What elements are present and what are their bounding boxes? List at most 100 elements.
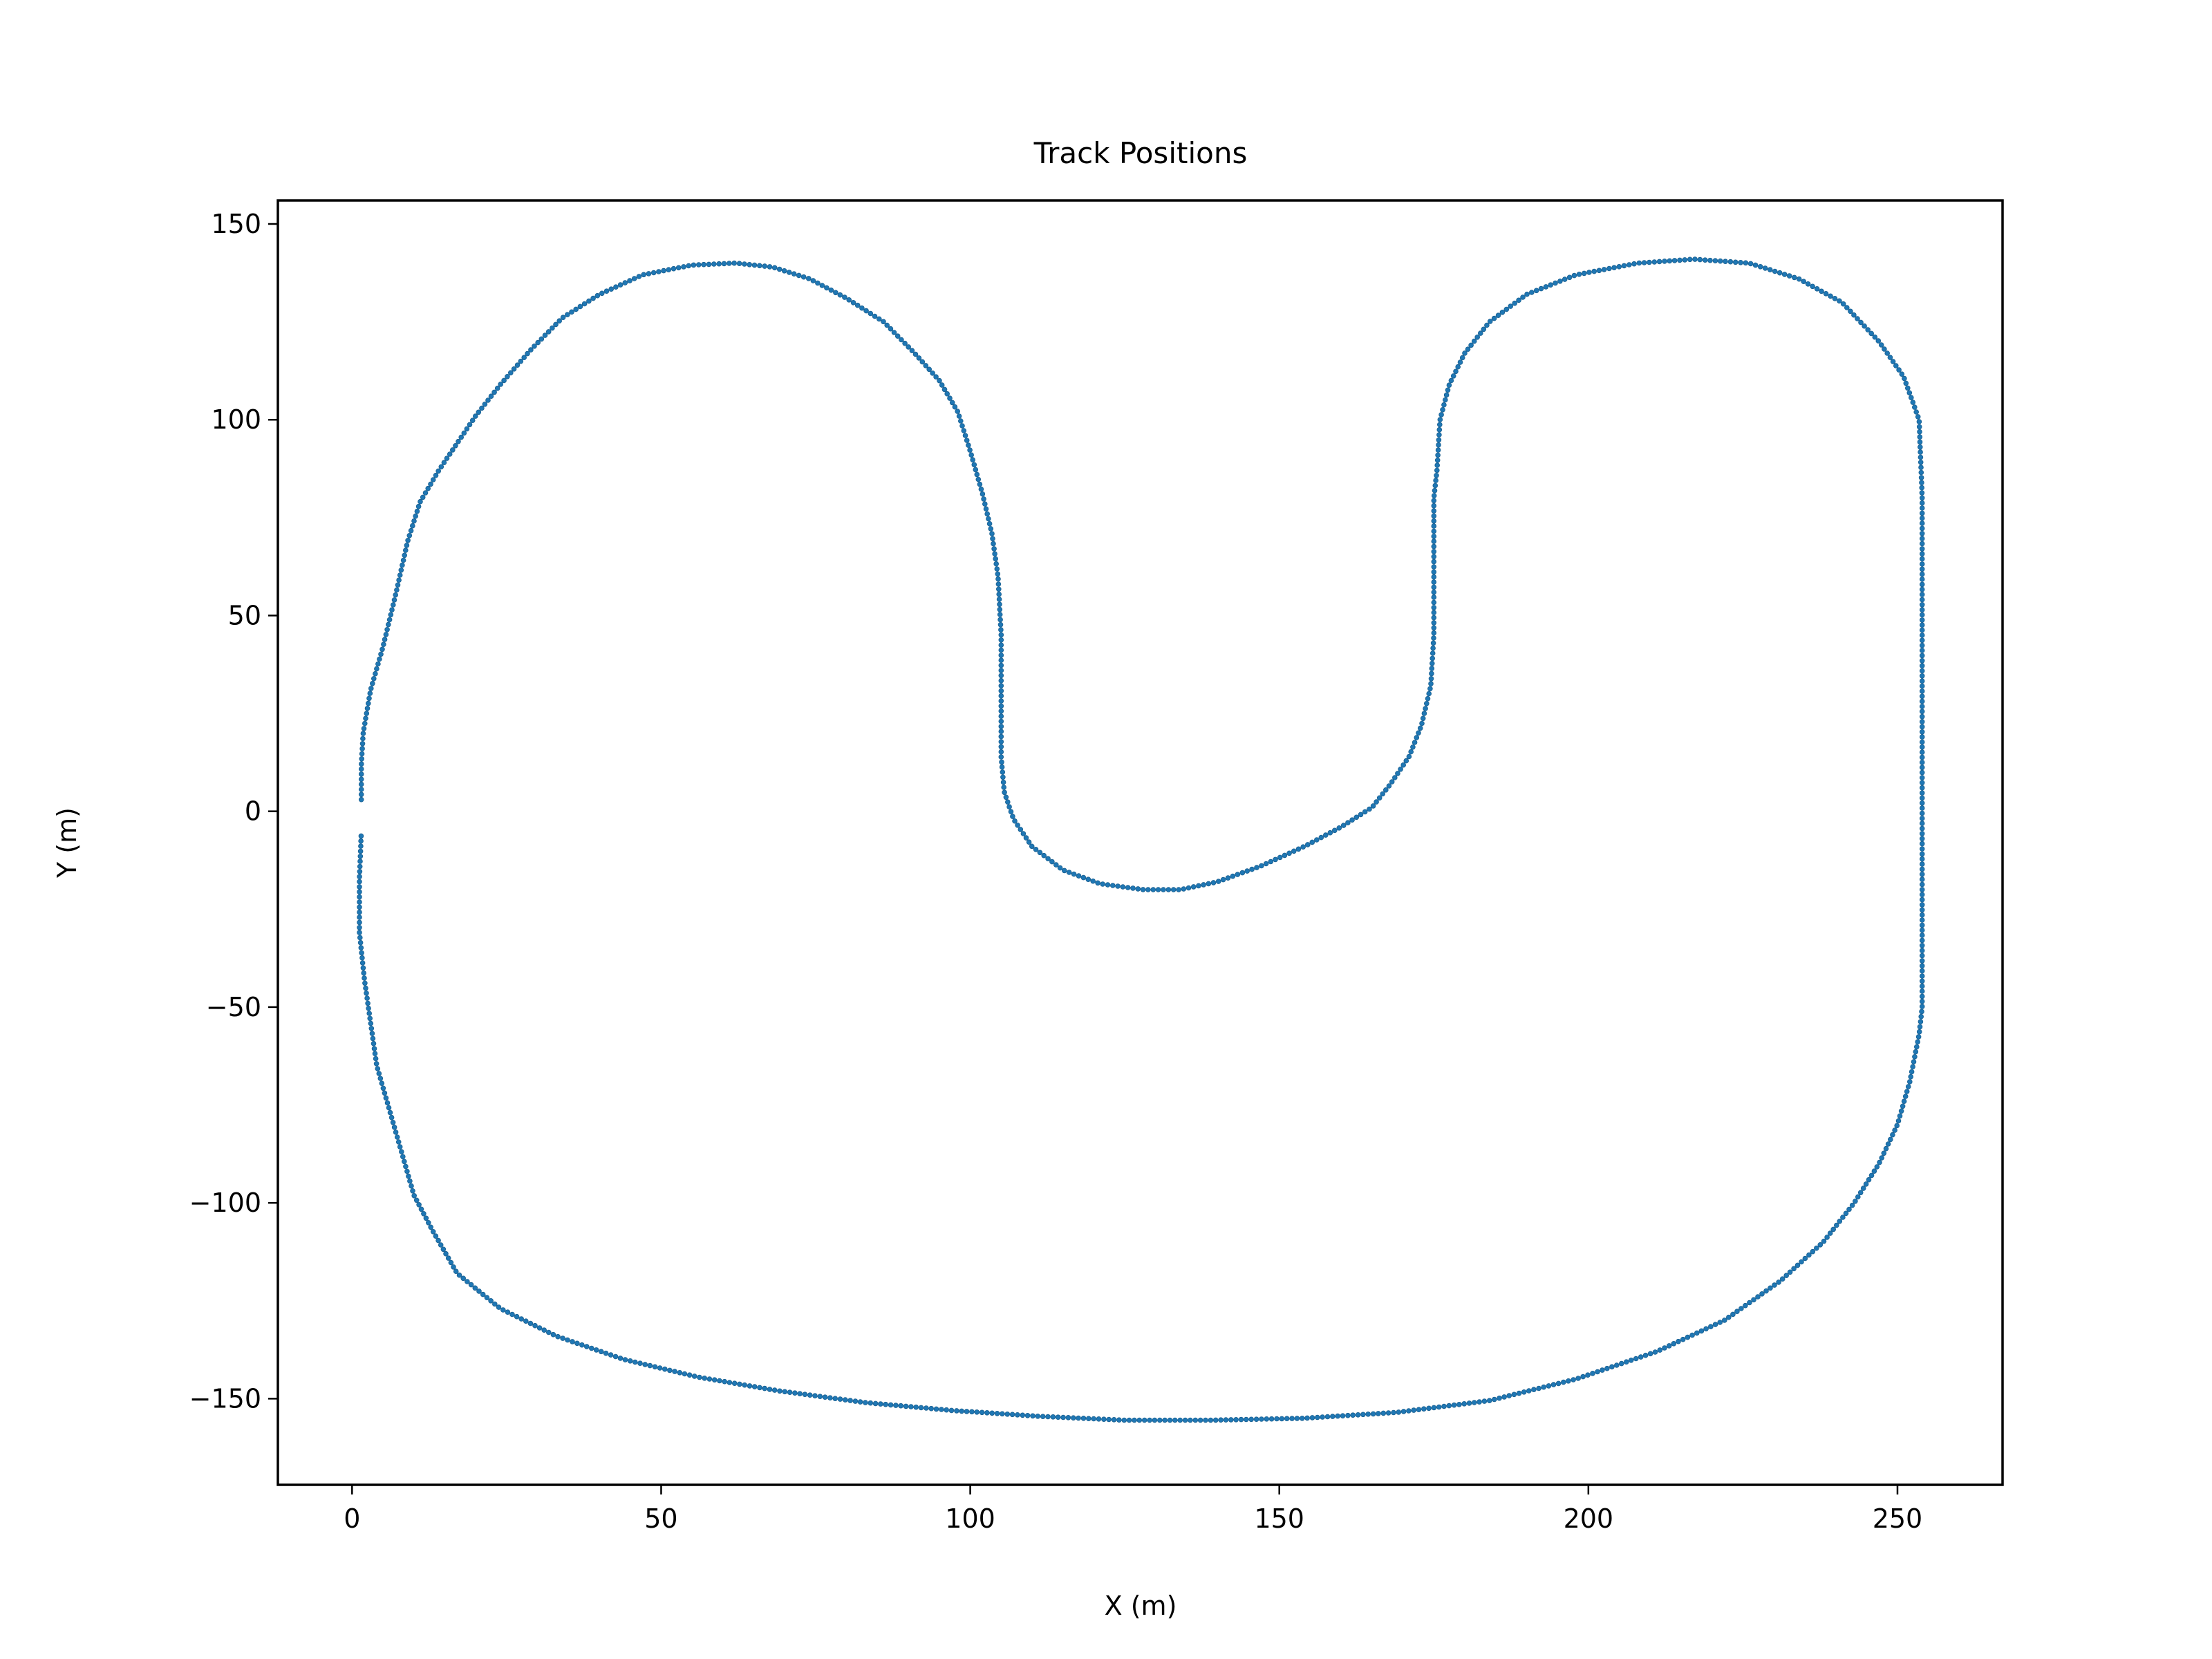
track-point [998,657,1004,663]
track-point [357,915,362,920]
x-tick-label: 250 [1873,1503,1923,1534]
track-point [1110,883,1116,888]
track-point [357,939,364,946]
track-point [1821,1238,1827,1244]
track-point [479,405,485,411]
track-point [1431,625,1437,631]
track-point [1443,392,1450,398]
track-point [373,1061,379,1067]
track-point [1641,260,1647,265]
track-point [415,503,422,509]
track-point [1349,817,1355,823]
track-point [488,1298,494,1304]
track-point [1919,566,1925,572]
track-point [1919,861,1925,867]
track-point [1919,688,1925,694]
track-point [1273,856,1278,863]
track-point [1161,887,1166,892]
track-point [1919,729,1925,735]
track-point [1884,350,1891,356]
track-point [1323,832,1329,838]
track-point [359,960,366,966]
track-point [1125,885,1131,890]
track-point [1919,932,1925,938]
track-point [1466,1400,1472,1406]
track-point [409,1183,414,1189]
track-point [1295,846,1302,852]
track-point [1182,1417,1188,1423]
track-point [980,491,986,497]
track-point [599,290,605,297]
track-point [400,1154,406,1160]
track-point [1712,258,1718,264]
track-point [1086,1416,1091,1422]
track-point [385,621,391,628]
track-point [408,527,414,534]
track-point [1899,371,1905,377]
track-point [721,261,727,267]
track-point [1152,1417,1158,1423]
track-point [962,433,968,438]
track-point [447,451,453,457]
track-point [400,557,406,563]
track-point [1912,404,1918,410]
track-point [681,264,686,270]
track-point [363,985,368,991]
track-point [666,267,672,273]
track-point [1917,429,1922,435]
track-point [757,263,762,269]
track-point [1575,1376,1581,1381]
track-point [1332,827,1338,834]
track-point [1235,872,1241,877]
track-point [359,950,364,956]
track-point [1431,615,1437,621]
track-point [485,397,491,403]
track-point [883,1401,888,1407]
track-point [1919,505,1925,511]
track-point [1904,1089,1910,1094]
track-point [815,280,821,286]
track-point [1918,469,1924,476]
track-point [362,720,368,727]
track-point [786,270,792,275]
track-point [430,477,436,482]
track-point [1225,875,1231,881]
track-point [819,283,825,288]
track-point [1694,1330,1700,1336]
track-point [505,1309,511,1315]
track-point [1455,364,1461,370]
track-point [410,1188,415,1194]
track-point [560,1335,565,1341]
track-point [1919,872,1925,877]
track-point [1196,883,1201,889]
track-point [581,301,588,307]
track-point [1080,874,1087,881]
track-point [1412,740,1418,745]
track-point [1919,739,1925,745]
track-point [411,1193,417,1199]
y-tick-label: 0 [245,796,261,827]
track-point [1391,1409,1396,1416]
track-point [573,306,579,312]
track-point [1228,1417,1234,1423]
track-point [1481,326,1487,332]
track-point [445,1255,451,1261]
track-point [1090,878,1096,884]
track-point [711,261,717,267]
track-point [810,278,816,283]
track-point [1136,1417,1143,1423]
track-point [1459,355,1465,361]
track-point [1855,316,1860,321]
track-point [1431,523,1437,529]
track-point [1919,546,1925,552]
track-point [371,675,377,682]
track-point [1883,1145,1889,1152]
track-point [1919,973,1925,979]
track-point [1919,780,1925,786]
track-point [1130,885,1136,891]
track-point [1919,836,1925,842]
track-point [1426,691,1432,697]
track-point [1201,882,1206,888]
track-point [1474,334,1481,340]
